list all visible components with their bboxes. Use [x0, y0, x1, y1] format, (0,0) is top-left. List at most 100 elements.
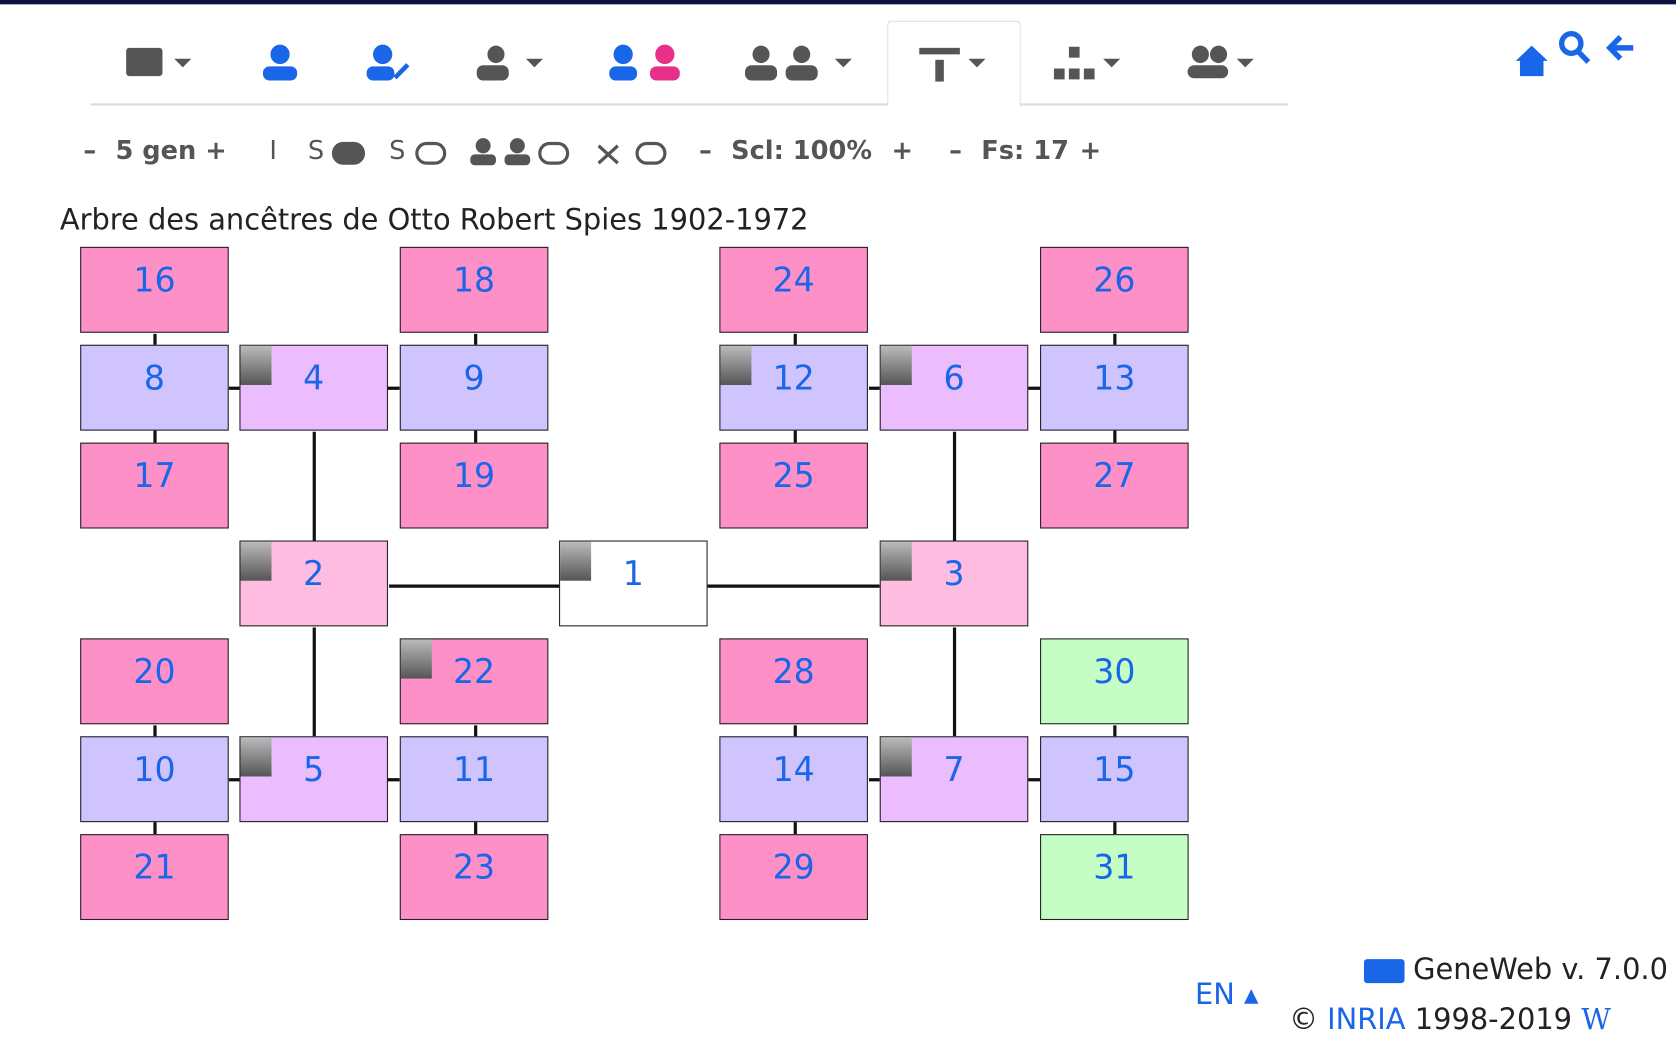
- person-box[interactable]: 1: [559, 540, 708, 627]
- toggle-icons[interactable]: [331, 141, 667, 165]
- portrait: [240, 541, 272, 581]
- people-icon[interactable]: [470, 138, 531, 166]
- sosa-number[interactable]: 31: [1093, 848, 1136, 888]
- portrait: [720, 345, 752, 385]
- sosa-number[interactable]: 27: [1093, 456, 1136, 496]
- implex-toggle[interactable]: I: [269, 134, 277, 166]
- person-box[interactable]: 9: [399, 344, 549, 431]
- scale: Scl: 100%: [731, 134, 873, 166]
- sosa-number[interactable]: 20: [133, 652, 176, 692]
- person-box[interactable]: 18: [399, 246, 549, 333]
- icons[interactable]: [126, 45, 1254, 82]
- sosa-number[interactable]: 25: [772, 456, 815, 496]
- sosa-number[interactable]: 10: [133, 750, 176, 790]
- spouses-toggle[interactable]: S: [307, 134, 325, 166]
- language-select[interactable]: EN ▴: [1195, 977, 1259, 1012]
- person-box[interactable]: 17: [80, 442, 229, 529]
- person-box[interactable]: 20: [80, 638, 229, 725]
- sosa-number[interactable]: 9: [463, 358, 485, 399]
- person-box[interactable]: 10: [80, 736, 229, 823]
- person-box[interactable]: 14: [719, 736, 868, 823]
- pink-icon[interactable]: [649, 44, 680, 81]
- sosa-number[interactable]: 16: [133, 261, 176, 301]
- person-box[interactable]: 6: [879, 344, 1029, 431]
- sosa-number[interactable]: 3: [943, 554, 965, 594]
- sosa-number[interactable]: 7: [943, 750, 965, 790]
- scale-plus[interactable]: +: [891, 134, 913, 166]
- person-box[interactable]: 30: [1040, 638, 1189, 725]
- sosa-number[interactable]: 6: [943, 358, 965, 399]
- person-box[interactable]: 16: [80, 246, 229, 333]
- sosa-number[interactable]: 29: [772, 848, 815, 888]
- siblings-toggle[interactable]: S: [389, 134, 406, 166]
- person-box[interactable]: 4: [239, 344, 389, 431]
- person-box[interactable]: 7: [879, 736, 1029, 823]
- sosa-number[interactable]: 1: [622, 554, 644, 594]
- sosa-number[interactable]: 21: [133, 848, 176, 888]
- scale-minus[interactable]: –: [699, 134, 712, 166]
- gen-minus[interactable]: –: [83, 134, 97, 166]
- person-box[interactable]: 22: [399, 638, 549, 725]
- icon-bar: [126, 30, 1634, 82]
- person-box[interactable]: 12: [719, 344, 868, 431]
- sosa-number[interactable]: 30: [1093, 652, 1136, 692]
- sosa-number[interactable]: 11: [452, 750, 496, 790]
- person-box[interactable]: 3: [879, 540, 1029, 627]
- fs-plus[interactable]: +: [1079, 134, 1102, 166]
- blue-icons[interactable]: [262, 30, 1634, 81]
- fs-minus[interactable]: –: [949, 134, 963, 166]
- person-box[interactable]: 13: [1040, 344, 1189, 431]
- portrait: [240, 737, 272, 777]
- toggles: [331, 138, 667, 166]
- portrait: [880, 345, 912, 385]
- tab-line: [90, 103, 1289, 106]
- sosa-number[interactable]: 12: [772, 358, 815, 399]
- page-title: Arbre des ancêtres de Otto Robert Spies …: [59, 203, 809, 238]
- person-box[interactable]: 19: [399, 442, 549, 529]
- gen-plus[interactable]: +: [205, 134, 227, 166]
- person-box[interactable]: 27: [1040, 442, 1189, 529]
- wiki-icon[interactable]: W: [1581, 1002, 1611, 1037]
- person-box[interactable]: 26: [1040, 246, 1189, 333]
- person-box[interactable]: 23: [399, 834, 549, 921]
- copyright-line: © INRIA 1998-2019 W: [1289, 1003, 1611, 1037]
- person-box[interactable]: 21: [80, 834, 229, 921]
- person-box[interactable]: 25: [719, 442, 868, 529]
- years: 1998-2019: [1414, 1002, 1573, 1037]
- copyright: ©: [1289, 1002, 1318, 1037]
- sosa-number[interactable]: 26: [1093, 261, 1136, 301]
- sosa-number[interactable]: 19: [452, 456, 496, 496]
- person-box[interactable]: 5: [239, 736, 389, 823]
- sosa-number[interactable]: 4: [303, 358, 325, 399]
- person-box[interactable]: 15: [1040, 736, 1189, 823]
- sosa-number[interactable]: 13: [1093, 358, 1136, 399]
- sosa-number[interactable]: 2: [303, 554, 325, 594]
- sosa-number[interactable]: 8: [143, 358, 165, 399]
- person-box[interactable]: 8: [80, 344, 229, 431]
- person-box[interactable]: 31: [1040, 834, 1189, 921]
- person-box[interactable]: 29: [719, 834, 868, 921]
- person-box[interactable]: 2: [239, 540, 389, 627]
- person-box[interactable]: 11: [399, 736, 549, 823]
- sosa-number[interactable]: 28: [772, 652, 815, 692]
- sosa-number[interactable]: 23: [452, 848, 496, 888]
- sosa-number[interactable]: 14: [772, 750, 815, 790]
- sosa-number[interactable]: 22: [452, 652, 496, 692]
- portrait: [240, 345, 272, 385]
- sosa-number[interactable]: 24: [772, 261, 815, 301]
- font-size: Fs: 17: [981, 134, 1069, 166]
- sosa-number[interactable]: 5: [303, 750, 325, 790]
- version: GeneWeb v. 7.0.0: [1413, 952, 1668, 987]
- portrait: [880, 737, 912, 777]
- sosa-number[interactable]: 15: [1093, 750, 1136, 790]
- sosa-number[interactable]: 17: [133, 456, 176, 496]
- top-bar: [0, 0, 1676, 5]
- active-tab[interactable]: [887, 20, 1021, 107]
- person-box[interactable]: 28: [719, 638, 868, 725]
- inria-link[interactable]: INRIA: [1327, 1002, 1406, 1037]
- person-box[interactable]: 24: [719, 246, 868, 333]
- sosa-number[interactable]: 18: [452, 261, 496, 301]
- language[interactable]: EN: [1195, 977, 1235, 1012]
